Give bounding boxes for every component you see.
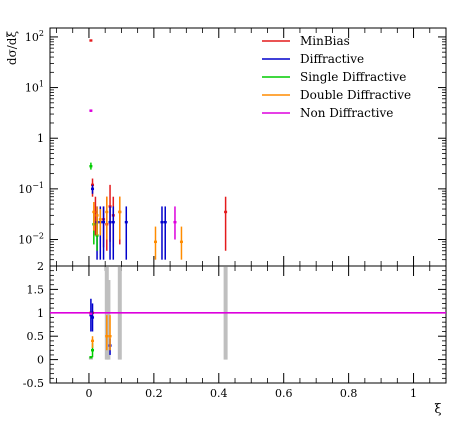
data-point: [89, 109, 93, 112]
x-tick-label: 0.6: [275, 387, 293, 400]
data-point: [91, 187, 95, 191]
y-tick-label: 10−1: [18, 181, 44, 196]
ratio-point: [89, 356, 93, 359]
main-panel: 10−2 10−1 1 101 102: [18, 27, 447, 267]
ratio-y-tick-label: 0: [37, 354, 44, 367]
x-tick-label: 0.8: [340, 387, 358, 400]
ratio-point: [108, 335, 112, 338]
data-point: [92, 210, 96, 214]
data-point: [108, 220, 112, 224]
data-point: [102, 220, 106, 224]
data-point: [98, 218, 102, 221]
data-point: [89, 165, 93, 168]
data-point: [118, 210, 122, 214]
ratio-point: [105, 335, 109, 338]
data-point: [89, 39, 93, 42]
data-point: [163, 220, 167, 224]
ratio-y-tick-label: -0.5: [23, 377, 44, 390]
legend: MinBias Diffractive Single Diffractive Doub…: [262, 34, 411, 120]
ratio-point: [91, 349, 95, 352]
legend-label: Double Diffractive: [300, 88, 411, 102]
legend-label: Single Diffractive: [300, 70, 406, 84]
x-tick-label: 1: [410, 387, 417, 400]
uncertainty-band: [106, 280, 111, 360]
data-point: [95, 214, 99, 217]
x-tick-label: 0: [85, 387, 92, 400]
data-point: [160, 220, 164, 224]
y-tick-label: 102: [25, 29, 44, 44]
data-point: [93, 210, 97, 214]
x-tick-label: 0.4: [210, 387, 228, 400]
ratio-y-tick-label: 1: [37, 307, 44, 320]
data-point: [153, 240, 157, 244]
y-axis-label: dσ/dξ: [5, 31, 19, 66]
ratio-panel: 0 0.2 0.4 0.6 0.8 1 -0.5 0 0.5 1 1.5 2: [23, 260, 447, 400]
y-tick-label: 10−2: [18, 232, 44, 247]
ratio-y-tick-label: 2: [37, 260, 44, 273]
ratio-point: [91, 316, 95, 319]
x-tick-label: 0.2: [145, 387, 163, 400]
ratio-point: [89, 312, 93, 315]
data-point: [173, 220, 177, 224]
legend-label: Non Diffractive: [300, 106, 393, 120]
data-point: [224, 210, 228, 214]
ratio-y-tick-label: 0.5: [27, 330, 45, 343]
data-point: [124, 220, 128, 224]
ratio-frame: [49, 265, 447, 384]
y-tick-label: 1: [37, 132, 44, 145]
ratio-y-tick-label: 1.5: [27, 283, 45, 296]
y-tick-label: 101: [25, 80, 44, 95]
data-point: [111, 220, 115, 224]
ratio-point: [91, 339, 95, 343]
data-point: [179, 240, 183, 244]
legend-label: MinBias: [300, 34, 350, 48]
ratio-point: [89, 313, 93, 317]
legend-label: Diffractive: [300, 52, 364, 66]
x-axis-label: ξ: [434, 402, 441, 417]
data-point: [105, 210, 109, 214]
